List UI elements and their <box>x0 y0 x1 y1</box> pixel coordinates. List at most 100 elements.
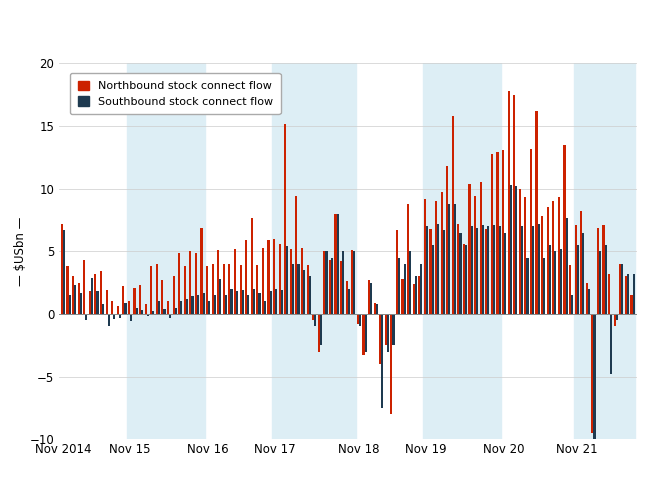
Bar <box>424 199 426 314</box>
Bar <box>139 285 141 314</box>
Bar <box>208 302 210 314</box>
Bar <box>407 203 409 314</box>
Bar <box>175 307 177 314</box>
Bar <box>212 264 214 314</box>
Bar <box>96 291 99 314</box>
Bar <box>342 251 345 314</box>
Bar <box>287 246 289 314</box>
Bar <box>301 247 303 314</box>
Bar <box>323 251 326 314</box>
Bar <box>387 314 389 351</box>
Bar <box>452 116 454 314</box>
Bar <box>169 314 171 318</box>
Bar <box>264 302 266 314</box>
Bar <box>275 289 278 314</box>
Bar <box>460 232 461 314</box>
Bar <box>167 302 169 314</box>
Bar <box>68 295 71 314</box>
Bar <box>231 289 233 314</box>
Bar <box>340 262 342 314</box>
Bar <box>189 251 191 314</box>
Bar <box>270 291 272 314</box>
Bar <box>502 150 504 314</box>
Bar <box>150 266 152 314</box>
Bar <box>580 211 582 314</box>
Bar <box>359 314 361 326</box>
Bar <box>614 314 616 326</box>
Bar <box>357 314 359 324</box>
Bar <box>571 295 573 314</box>
Bar <box>63 230 65 314</box>
Bar <box>290 249 292 314</box>
Bar <box>552 201 554 314</box>
Bar <box>94 274 96 314</box>
Bar <box>144 304 147 314</box>
Bar <box>184 266 186 314</box>
Bar <box>504 232 506 314</box>
Bar <box>223 264 225 314</box>
Bar <box>471 226 473 314</box>
Bar <box>519 189 521 314</box>
Bar <box>164 309 166 314</box>
Y-axis label: — $USbn —: — $USbn — <box>14 217 27 286</box>
Bar <box>111 302 113 314</box>
Bar <box>404 264 406 314</box>
Bar <box>493 225 495 314</box>
Bar <box>421 264 422 314</box>
Bar <box>616 314 618 320</box>
Bar <box>582 232 584 314</box>
Text: NORTHBOUND V SOUTHBOUND FLOW THROUGH CHINA-HONG KONG: NORTHBOUND V SOUTHBOUND FLOW THROUGH CHI… <box>33 20 617 36</box>
Bar <box>240 265 242 314</box>
Bar <box>543 258 545 314</box>
Bar <box>599 251 601 314</box>
Bar <box>491 154 493 314</box>
Bar <box>172 276 175 314</box>
Bar <box>627 274 629 314</box>
Bar <box>413 284 415 314</box>
Bar <box>236 291 238 314</box>
Bar <box>482 225 484 314</box>
Bar <box>259 293 261 314</box>
Bar <box>80 293 82 314</box>
Bar <box>337 214 339 314</box>
Bar <box>586 283 588 314</box>
Bar <box>85 314 87 320</box>
Bar <box>465 245 467 314</box>
Bar <box>303 270 306 314</box>
Bar <box>441 192 443 314</box>
Bar <box>564 145 566 314</box>
Bar <box>312 314 314 320</box>
Bar <box>547 207 549 314</box>
Bar <box>526 258 528 314</box>
Bar <box>272 63 356 439</box>
Bar <box>621 264 623 314</box>
Bar <box>281 290 283 314</box>
Bar <box>122 286 124 314</box>
Bar <box>541 216 543 314</box>
Bar <box>117 306 119 314</box>
Bar <box>318 314 320 351</box>
Bar <box>273 239 275 314</box>
Bar <box>267 240 270 314</box>
Bar <box>409 251 411 314</box>
Bar <box>191 296 194 314</box>
Bar <box>335 214 337 314</box>
Bar <box>245 240 247 314</box>
Bar <box>608 274 610 314</box>
Bar <box>560 249 562 314</box>
Bar <box>128 302 130 314</box>
Bar <box>423 63 501 439</box>
Bar <box>217 250 219 314</box>
Bar <box>219 279 222 314</box>
Bar <box>525 198 527 314</box>
Bar <box>77 283 80 314</box>
Bar <box>234 249 236 314</box>
Bar <box>446 166 448 314</box>
Bar <box>575 225 577 314</box>
Bar <box>158 302 160 314</box>
Bar <box>497 152 499 314</box>
Bar <box>256 265 259 314</box>
Bar <box>72 276 74 314</box>
Bar <box>499 226 500 314</box>
Bar <box>225 295 227 314</box>
